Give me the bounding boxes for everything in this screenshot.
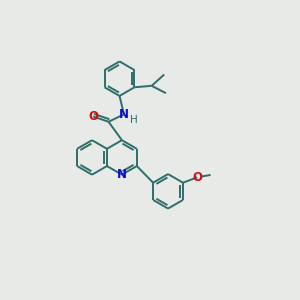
- Text: N: N: [117, 168, 127, 181]
- Text: H: H: [130, 115, 137, 125]
- Text: O: O: [88, 110, 98, 123]
- Text: O: O: [192, 171, 202, 184]
- Text: N: N: [119, 108, 129, 121]
